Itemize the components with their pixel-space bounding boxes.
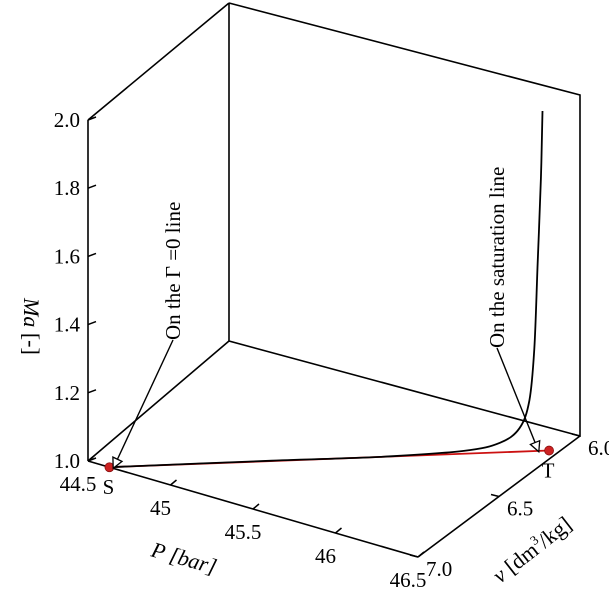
annotation-arrowhead-0 bbox=[112, 456, 124, 470]
y-tick-label: 6.0 bbox=[588, 436, 609, 460]
x-axis-title: P [bar] bbox=[148, 536, 220, 579]
z-tick-label: 1.0 bbox=[54, 449, 80, 473]
z-tick-label: 1.8 bbox=[54, 176, 80, 200]
x-tick-label: 44.5 bbox=[60, 472, 97, 496]
x-tick bbox=[170, 479, 177, 486]
z-axis-title: Ma [-] bbox=[19, 297, 44, 355]
x-tick bbox=[335, 527, 342, 534]
data-series bbox=[109, 110, 550, 469]
z-tick bbox=[87, 389, 97, 394]
point-label-s: S bbox=[103, 475, 115, 499]
y-tick-label: 6.5 bbox=[507, 497, 533, 521]
x-tick bbox=[87, 455, 95, 462]
z-tick-label: 1.2 bbox=[54, 381, 80, 405]
annotation-text-0: On the Γ =0 line bbox=[161, 202, 185, 340]
z-tick bbox=[87, 184, 97, 189]
annotation-arrowhead-1 bbox=[529, 439, 541, 454]
x-tick bbox=[417, 551, 425, 558]
x-tick-label: 45.5 bbox=[225, 520, 262, 544]
z-tick-label: 1.4 bbox=[54, 313, 81, 337]
z-tick-label: 1.6 bbox=[54, 244, 80, 268]
y-tick bbox=[571, 433, 581, 437]
x-tick-label: 46 bbox=[315, 544, 336, 568]
z-tick bbox=[87, 320, 97, 326]
data-points: ST bbox=[103, 445, 555, 499]
z-axis-symbol: Ma bbox=[19, 297, 44, 327]
series-line-1 bbox=[109, 110, 544, 469]
annotations: On the Γ =0 line On the saturation line bbox=[112, 167, 541, 470]
annotation-leader-0 bbox=[116, 339, 174, 460]
box-edge-top-left bbox=[87, 2, 230, 121]
x-axis-unit: [bar] bbox=[167, 542, 220, 579]
x-axis-symbol: P bbox=[148, 536, 169, 564]
box-edge-bottom-left bbox=[87, 340, 230, 462]
y-tick bbox=[490, 493, 500, 498]
y-tick-label: 7.0 bbox=[426, 557, 452, 581]
annotation-leader-1 bbox=[496, 347, 536, 443]
axis-tick-labels: 1.0 1.2 1.4 1.6 1.8 2.0 44.5 45 45.5 46 46.5 6.0 6.5… bbox=[54, 108, 609, 592]
x-tick-label: 45 bbox=[150, 496, 171, 520]
z-tick-label: 2.0 bbox=[54, 108, 80, 132]
z-tick bbox=[87, 252, 97, 258]
annotation-text-1: On the saturation line bbox=[485, 167, 509, 348]
z-tick bbox=[87, 116, 97, 121]
x-tick-label: 46.5 bbox=[390, 568, 427, 592]
x-tick bbox=[252, 503, 260, 510]
point-t bbox=[544, 445, 554, 456]
y-tick bbox=[409, 554, 419, 558]
axis-ticks bbox=[87, 116, 581, 558]
back-frame bbox=[228, 2, 581, 438]
point-label-t: T bbox=[542, 459, 555, 483]
y-axis-unit-post: /kg] bbox=[533, 511, 576, 553]
z-axis-unit: [-] bbox=[19, 333, 44, 355]
y-axis-title: v [dm3/kg] bbox=[487, 510, 576, 588]
